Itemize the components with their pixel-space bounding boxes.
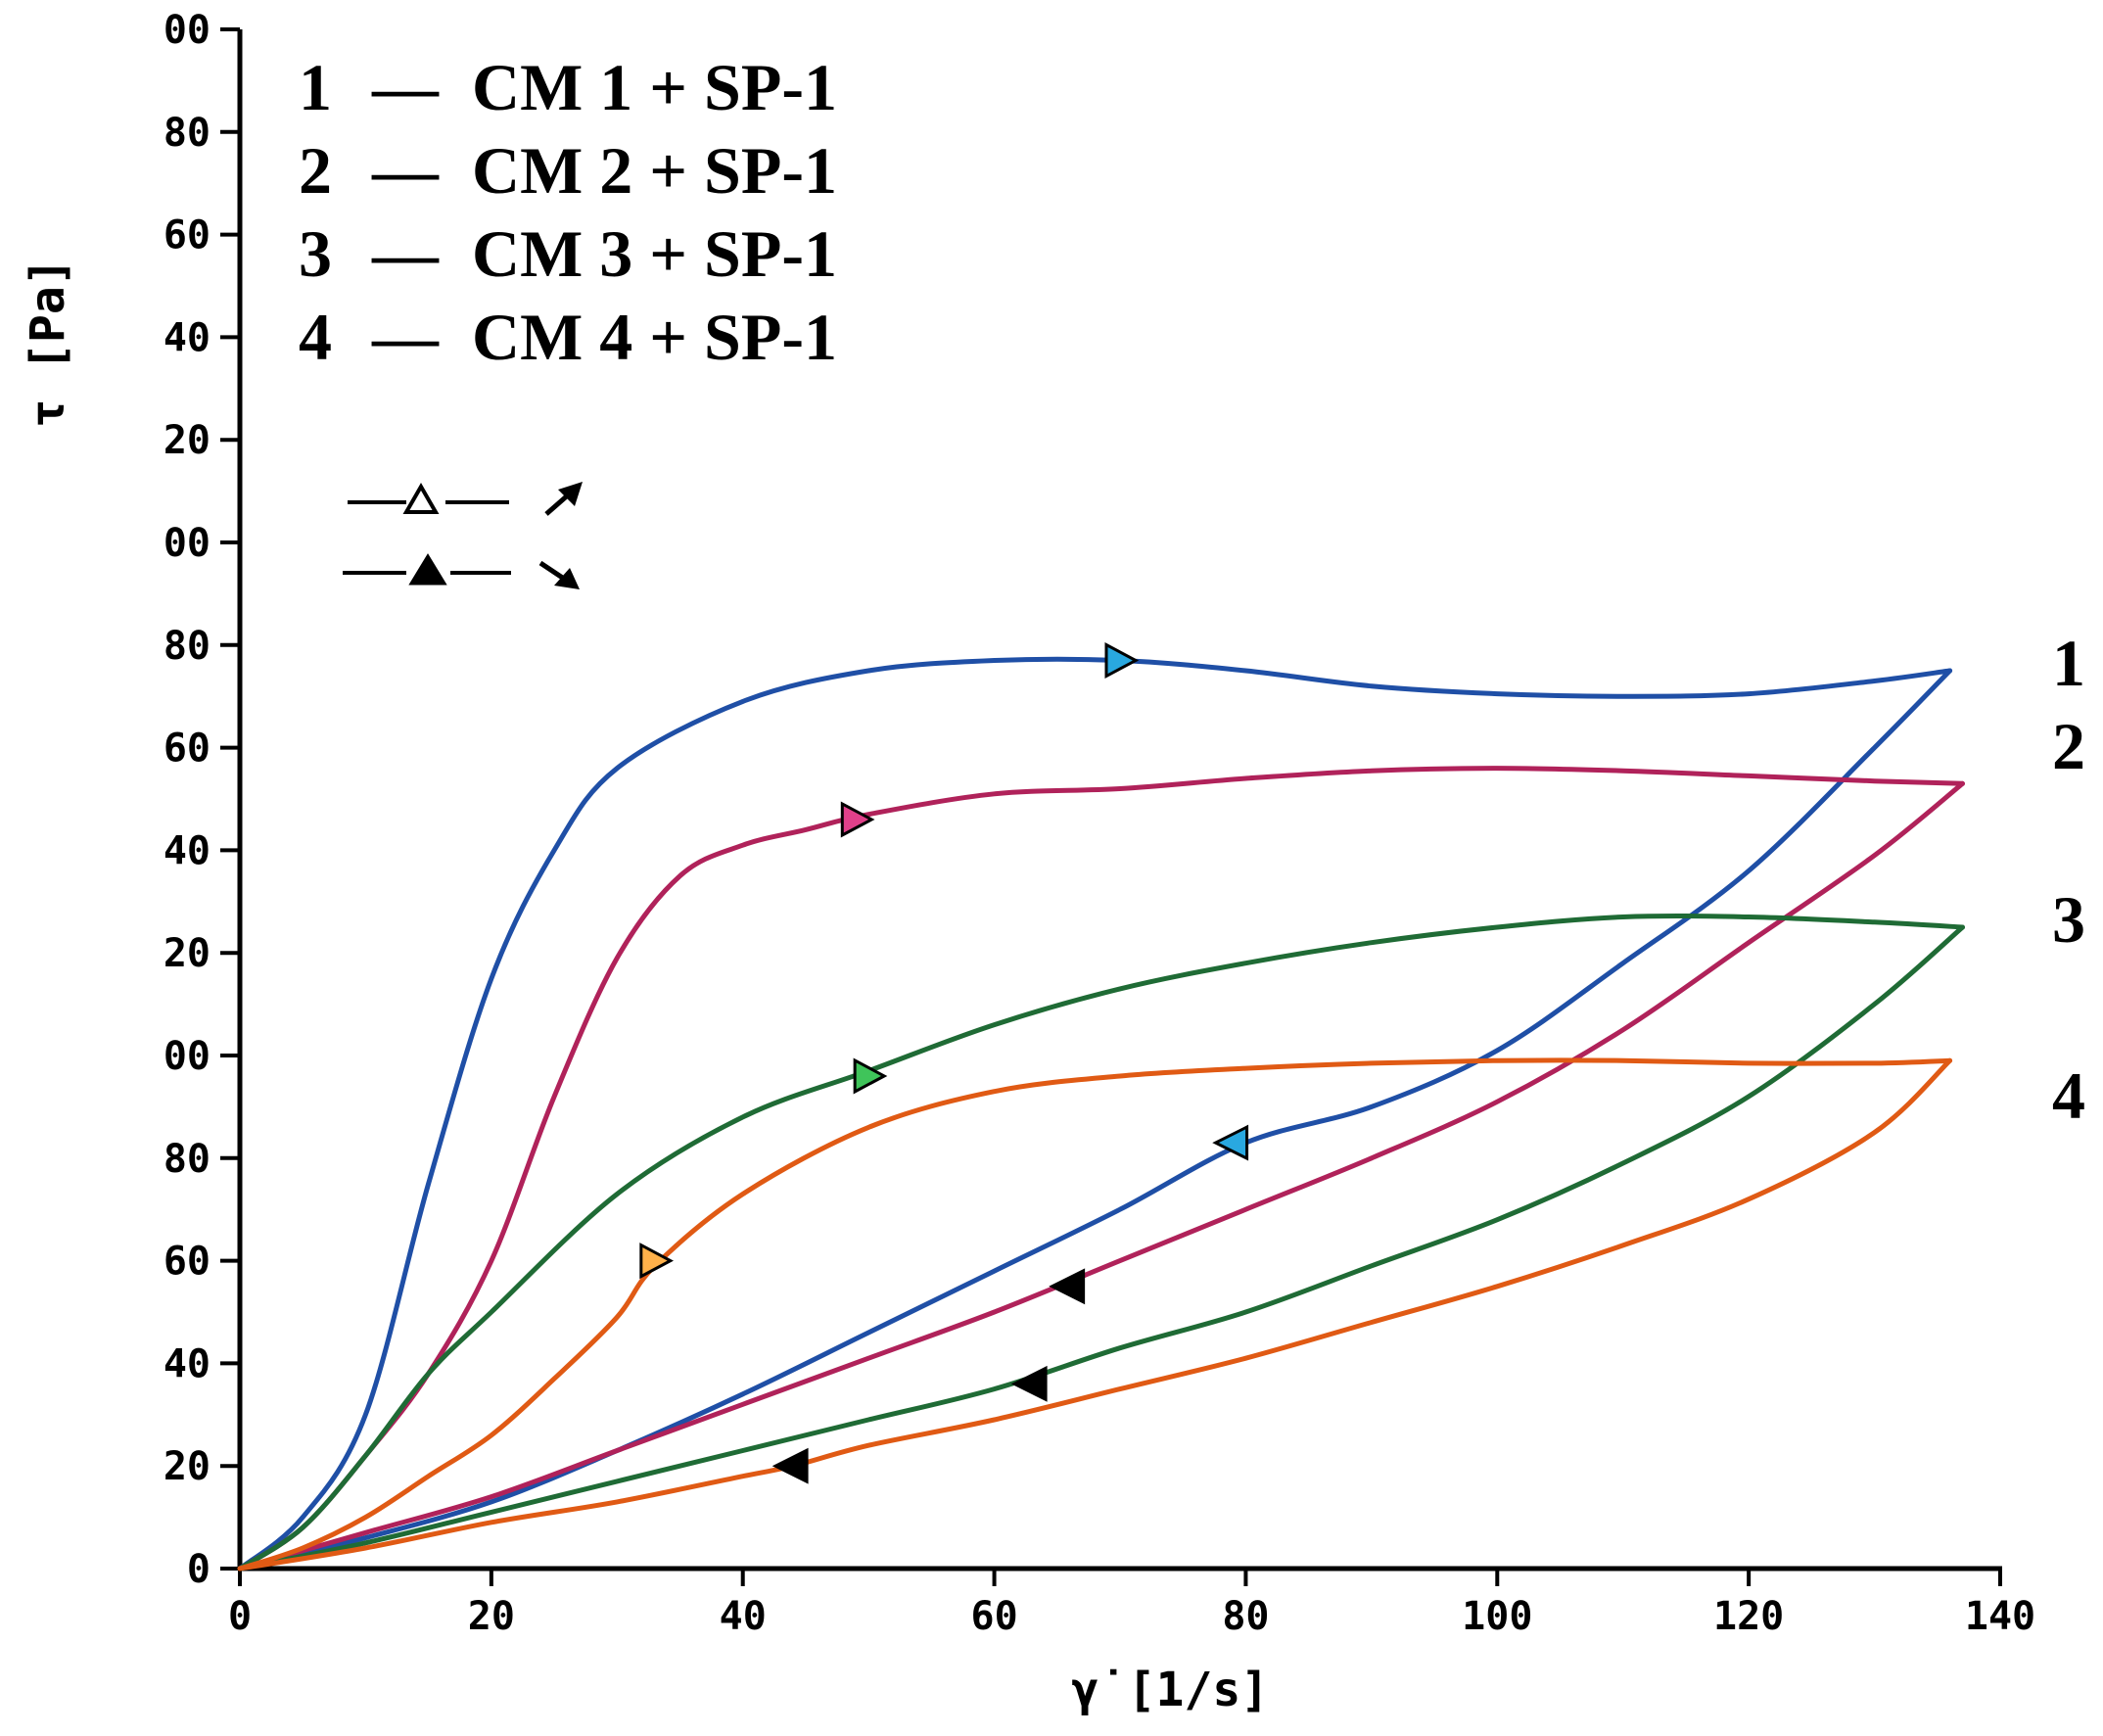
curve-label-2: 2 [2052, 709, 2085, 783]
y-tick-label: 40 [164, 315, 210, 360]
curve-label-1: 1 [2052, 626, 2085, 700]
x-tick-label: 0 [228, 1594, 252, 1639]
series-3-down-line [237, 924, 1965, 1572]
legend-dash-1: — [371, 50, 440, 124]
legend-number-1: 1 [299, 50, 332, 124]
series-2-up-line [237, 766, 1965, 1572]
curve-labels: 1 2 3 4 [2052, 626, 2085, 1133]
legend-dash-3: — [371, 216, 440, 291]
series-group [237, 656, 1965, 1572]
legend-label-3: CM 3 + SP-1 [472, 216, 837, 291]
y-tick-label: 20 [164, 1444, 210, 1489]
legend-label-4: CM 4 + SP-1 [472, 300, 837, 374]
x-tick-label: 60 [970, 1594, 1017, 1639]
legend-number-4: 4 [299, 300, 332, 374]
curve-label-3: 3 [2052, 882, 2085, 957]
series-2-down-line [237, 780, 1965, 1572]
legend-entry-4: 4 — CM 4 + SP-1 [299, 300, 837, 374]
series-4-up-marker [639, 1243, 675, 1280]
series-4-down-line [237, 1057, 1953, 1572]
series-3-up-line [237, 914, 1965, 1572]
legend-up-marker-key [348, 482, 583, 516]
series-1-down-marker [1212, 1124, 1249, 1161]
series-1-up-marker [1104, 642, 1140, 680]
y-tick-label: 60 [164, 727, 210, 772]
legend-number-3: 3 [299, 216, 332, 291]
y-tick-label: 0 [187, 1547, 210, 1592]
series-4-up-line [237, 1057, 1953, 1572]
series-3-down-marker [1010, 1365, 1048, 1402]
series-1-up-line [237, 656, 1953, 1572]
legend-entry-3: 3 — CM 3 + SP-1 [299, 216, 837, 291]
y-tick-label: 20 [164, 931, 210, 976]
legend-dash-2: — [371, 133, 440, 208]
x-tick-label: 80 [1222, 1594, 1269, 1639]
arrow-up-right-icon [544, 482, 583, 516]
axes [237, 29, 2002, 1572]
series-1-down-line [237, 668, 1953, 1572]
y-tick-label: 20 [164, 418, 210, 463]
y-tick-label: 00 [164, 521, 210, 566]
legend-label-1: CM 1 + SP-1 [472, 50, 837, 124]
legend-number-2: 2 [299, 133, 332, 208]
arrow-down-right-icon [538, 560, 580, 589]
y-tick-label: 60 [164, 1240, 210, 1285]
markers-group [639, 642, 1249, 1484]
curve-label-4: 4 [2052, 1058, 2085, 1133]
y-tick-label: 00 [164, 1034, 210, 1079]
legend-dash-4: — [371, 300, 440, 374]
x-tick-label: 20 [468, 1594, 515, 1639]
y-tick-label: 00 [164, 8, 210, 53]
y-axis-title: τ [Pa] [21, 258, 75, 427]
series-2-down-marker [1049, 1268, 1086, 1305]
x-tick-label: 120 [1713, 1594, 1784, 1639]
y-ticks: 0 20 40 60 80 00 20 40 60 80 00 20 40 60 80 00 [164, 8, 240, 1592]
legend-label-2: CM 2 + SP-1 [472, 133, 837, 208]
x-ticks: 0 20 40 60 80 100 120 140 [228, 1569, 2035, 1639]
filled-triangle-icon [408, 553, 447, 586]
series-3-up-marker [853, 1057, 888, 1095]
legend-entry-1: 1 — CM 1 + SP-1 [299, 50, 837, 124]
x-tick-label: 140 [1965, 1594, 2035, 1639]
x-tick-label: 100 [1462, 1594, 1532, 1639]
y-tick-label: 80 [164, 1137, 210, 1182]
y-tick-label: 60 [164, 213, 210, 258]
x-axis-title: γ̇ [1/s] [1071, 1663, 1269, 1717]
y-tick-label: 40 [164, 1341, 210, 1386]
open-triangle-icon [402, 482, 440, 514]
legend-entry-2: 2 — CM 2 + SP-1 [299, 133, 837, 208]
y-tick-label: 80 [164, 624, 210, 669]
series-4-down-marker [771, 1447, 809, 1484]
y-tick-label: 80 [164, 111, 210, 156]
y-tick-label: 40 [164, 828, 210, 873]
x-tick-label: 40 [720, 1594, 767, 1639]
legend: 1 — CM 1 + SP-1 2 — CM 2 + SP-1 3 — CM 3… [299, 50, 837, 589]
legend-down-marker-key [343, 553, 580, 589]
series-2-up-marker [840, 801, 875, 838]
